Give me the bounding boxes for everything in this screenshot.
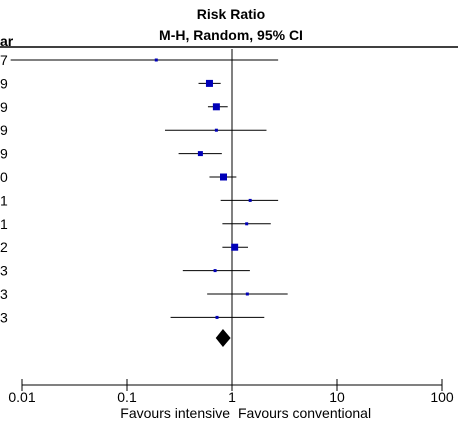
x-tick-label: 100 — [430, 389, 454, 405]
study-year-label: 0 — [0, 169, 8, 185]
study-point-estimate — [154, 58, 158, 62]
study-year-label: 9 — [0, 99, 8, 115]
x-tick-label: 0.01 — [8, 389, 35, 405]
favours-right-label: Favours conventional — [238, 405, 371, 421]
study-point-estimate — [220, 173, 228, 181]
pooled-estimate — [215, 329, 231, 347]
x-tick-label: 1 — [228, 389, 236, 405]
study-point-estimate — [213, 269, 217, 273]
study-point-estimate — [245, 292, 249, 296]
study-point-estimate — [212, 103, 220, 111]
study-year-label: 9 — [0, 122, 8, 138]
study-point-estimate — [248, 198, 252, 202]
effect-measure-title: Risk Ratio — [197, 6, 265, 22]
study-year-label: 3 — [0, 263, 8, 279]
column-header-year: ar — [0, 33, 14, 49]
study-year-label: 2 — [0, 239, 8, 255]
study-years: 7 9 9 9 9 0 1 1 2 3 3 3 — [0, 52, 8, 325]
study-year-label: 3 — [0, 309, 8, 325]
study-year-label: 7 — [0, 52, 8, 68]
study-year-label: 1 — [0, 216, 8, 232]
x-tick-label: 0.1 — [117, 389, 137, 405]
study-year-label: 9 — [0, 75, 8, 91]
study-point-estimate — [214, 128, 218, 132]
study-year-label: 3 — [0, 286, 8, 302]
study-point-estimate — [245, 222, 249, 226]
x-tick-label: 10 — [329, 389, 345, 405]
study-point-estimate — [205, 79, 213, 87]
study-year-label: 1 — [0, 192, 8, 208]
study-point-estimate — [197, 151, 203, 157]
study-year-label: 9 — [0, 146, 8, 162]
effect-method-subtitle: M-H, Random, 95% CI — [159, 27, 303, 43]
pooled-diamond — [215, 329, 231, 347]
study-point-estimate — [215, 315, 219, 319]
study-estimates — [10, 58, 288, 319]
study-point-estimate — [231, 243, 239, 251]
favours-left-label: Favours intensive — [120, 405, 230, 421]
x-axis: 0.01 0.1 1 10 100 — [8, 379, 454, 405]
